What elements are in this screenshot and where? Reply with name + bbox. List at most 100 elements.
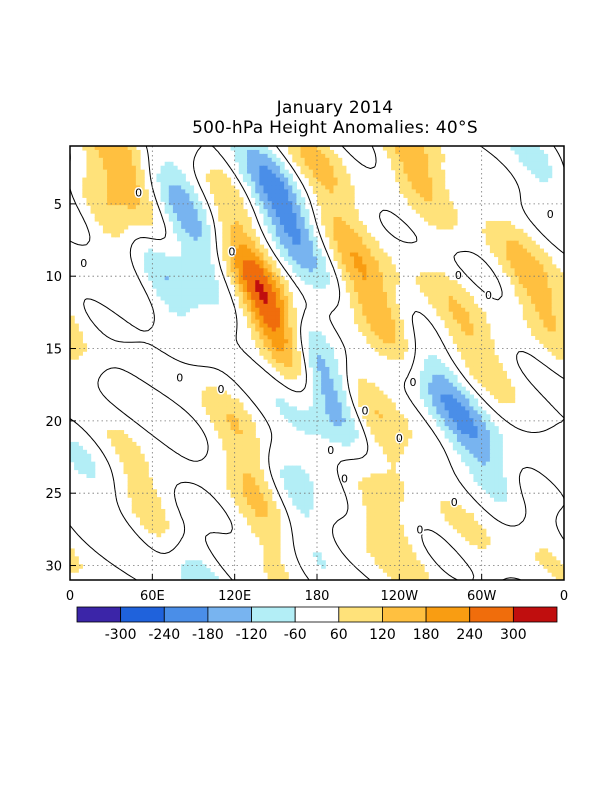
heatmap-cell xyxy=(386,311,392,317)
heatmap-cell xyxy=(440,426,446,431)
heatmap-cell xyxy=(386,493,392,498)
heatmap-cell xyxy=(333,426,339,431)
heatmap-cell xyxy=(247,457,252,463)
heatmap-cell xyxy=(127,481,133,486)
heatmap-cell xyxy=(378,260,384,265)
heatmap-cell xyxy=(152,252,158,258)
heatmap-cell xyxy=(559,307,564,313)
heatmap-cell xyxy=(230,398,236,404)
heatmap-cell xyxy=(370,489,376,494)
heatmap-cell xyxy=(551,311,557,317)
heatmap-cell xyxy=(461,418,466,423)
heatmap-cell xyxy=(279,217,285,222)
heatmap-cell xyxy=(403,422,409,427)
heatmap-cell xyxy=(555,560,561,565)
heatmap-cell xyxy=(386,149,392,155)
heatmap-cell xyxy=(329,374,335,380)
heatmap-cell xyxy=(551,272,557,277)
heatmap-cell xyxy=(345,406,351,411)
heatmap-cell xyxy=(465,528,470,534)
heatmap-cell xyxy=(366,236,372,242)
heatmap-cell xyxy=(123,441,129,447)
heatmap-cell xyxy=(407,169,413,175)
heatmap-cell xyxy=(559,347,564,352)
heatmap-cell xyxy=(489,374,495,380)
heatmap-cell xyxy=(399,327,405,333)
heatmap-cell xyxy=(119,228,125,234)
heatmap-cell xyxy=(164,201,170,206)
heatmap-cell xyxy=(452,288,458,293)
heatmap-cell xyxy=(238,465,244,471)
heatmap-cell xyxy=(494,449,499,455)
heatmap-cell xyxy=(329,224,335,230)
heatmap-cell xyxy=(321,256,326,262)
heatmap-cell xyxy=(238,217,244,222)
heatmap-cell xyxy=(321,276,326,281)
heatmap-cell xyxy=(185,291,190,297)
heatmap-cell xyxy=(152,489,158,494)
heatmap-cell xyxy=(214,390,219,396)
heatmap-cell xyxy=(226,197,232,202)
heatmap-cell xyxy=(485,449,491,455)
heatmap-cell xyxy=(469,299,475,305)
heatmap-cell xyxy=(349,299,355,305)
heatmap-cell xyxy=(86,173,92,179)
heatmap-cell xyxy=(366,268,372,273)
heatmap-cell xyxy=(230,437,236,443)
heatmap-cell xyxy=(205,260,211,265)
heatmap-cell xyxy=(152,497,158,502)
heatmap-cell xyxy=(284,232,289,238)
heatmap-cell xyxy=(555,319,561,325)
heatmap-cell xyxy=(440,366,446,372)
heatmap-cell xyxy=(465,437,470,443)
heatmap-cell xyxy=(489,366,495,372)
heatmap-cell xyxy=(415,146,421,151)
heatmap-cell xyxy=(469,335,475,340)
heatmap-cell xyxy=(284,347,289,352)
heatmap-cell xyxy=(382,528,388,534)
heatmap-cell xyxy=(263,165,269,171)
heatmap-cell xyxy=(185,256,190,262)
heatmap-cell xyxy=(271,185,277,190)
heatmap-cell xyxy=(448,224,454,230)
heatmap-cell xyxy=(242,252,248,258)
heatmap-cell xyxy=(263,568,269,573)
heatmap-cell xyxy=(469,315,475,321)
heatmap-cell xyxy=(354,236,359,242)
heatmap-cell xyxy=(481,228,487,234)
heatmap-cell xyxy=(197,564,203,569)
heatmap-cell xyxy=(259,501,265,506)
heatmap-cell xyxy=(123,173,129,179)
heatmap-cell xyxy=(226,410,232,415)
heatmap-cell xyxy=(391,284,396,289)
heatmap-cell xyxy=(181,209,186,214)
heatmap-cell xyxy=(168,197,174,202)
heatmap-cell xyxy=(329,351,335,356)
heatmap-cell xyxy=(345,260,351,265)
heatmap-cell xyxy=(251,165,256,171)
heatmap-cell xyxy=(341,276,347,281)
heatmap-cell xyxy=(444,382,450,388)
x-axis: 0 60E 120E 180 120W 60W 0 xyxy=(66,574,568,604)
heatmap-cell xyxy=(374,307,380,313)
heatmap-cell xyxy=(448,370,454,376)
heatmap-cell xyxy=(127,489,133,494)
heatmap-cell xyxy=(131,465,137,471)
heatmap-cell xyxy=(317,402,322,407)
heatmap-cell xyxy=(325,173,330,179)
heatmap-cell xyxy=(238,414,244,419)
heatmap-cell xyxy=(535,153,540,159)
heatmap-cell xyxy=(465,402,470,407)
heatmap-cell xyxy=(481,366,487,372)
heatmap-cell xyxy=(456,315,462,321)
heatmap-cell xyxy=(135,193,141,198)
heatmap-cell xyxy=(382,560,388,565)
heatmap-cell xyxy=(308,236,314,242)
heatmap-cell xyxy=(308,149,314,155)
heatmap-cell xyxy=(300,149,306,155)
heatmap-cell xyxy=(201,568,207,573)
heatmap-cell xyxy=(218,398,223,404)
heatmap-cell xyxy=(448,386,454,392)
heatmap-cell xyxy=(374,386,380,392)
heatmap-cell xyxy=(374,552,380,557)
